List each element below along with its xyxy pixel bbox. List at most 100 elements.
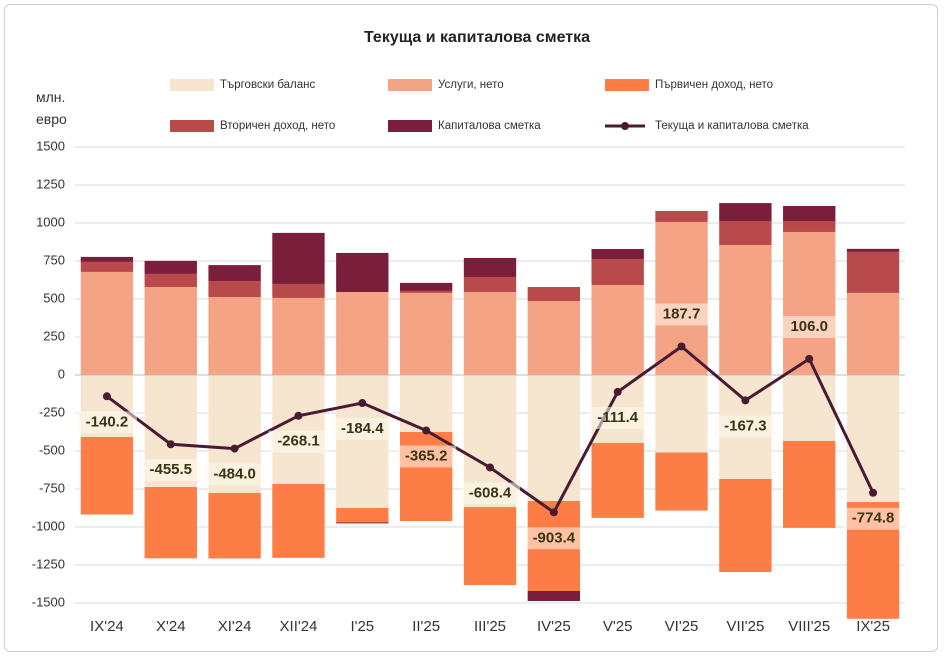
value-label-bg — [396, 445, 457, 468]
value-label: 187.7 — [663, 305, 701, 322]
bar-segment — [80, 271, 134, 375]
x-tick-label: II'25 — [412, 618, 440, 635]
bar-segment — [272, 375, 325, 484]
bar-segment — [463, 292, 517, 375]
legend-label: Вторичен доход, нето — [220, 120, 335, 132]
x-tick-label: VIII'25 — [788, 618, 830, 635]
line-marker — [358, 399, 367, 408]
bar-segment — [272, 297, 325, 375]
bar-segment — [655, 210, 708, 222]
bar-segment — [208, 492, 261, 559]
bar-segment — [336, 508, 389, 522]
value-label-bg — [779, 315, 840, 338]
bar-segment — [144, 273, 197, 287]
x-tick-label: VI'25 — [665, 618, 699, 635]
bar-segment — [336, 521, 389, 524]
bar-segment — [783, 231, 836, 375]
value-label: -268.1 — [277, 433, 320, 450]
x-tick-label: XII'24 — [280, 618, 318, 635]
bar-segment — [591, 442, 644, 518]
line-marker — [422, 426, 431, 435]
bar-segment — [399, 292, 453, 375]
bar-segment — [527, 286, 581, 301]
bar-segment — [272, 232, 325, 284]
bar-segment — [208, 265, 261, 282]
bar-segment — [144, 260, 197, 274]
bar-segment — [399, 282, 453, 291]
chart-title: Текуща и капиталова сметка — [364, 29, 590, 46]
bar-segment — [336, 375, 389, 508]
y-tick-label: -1250 — [32, 556, 65, 571]
value-label-bg — [204, 463, 265, 486]
bar-segment — [527, 375, 581, 502]
bar-segment — [80, 437, 134, 515]
y-tick-label: -500 — [39, 442, 65, 457]
value-label: -184.4 — [341, 420, 384, 437]
bar-segment — [399, 432, 453, 522]
value-label: -140.2 — [86, 413, 129, 430]
bar-segment — [527, 300, 581, 375]
value-label-bg — [843, 507, 904, 530]
bar-segment — [208, 297, 261, 375]
line-marker — [294, 411, 303, 420]
bar-segment — [336, 252, 389, 293]
x-tick-label: I'25 — [350, 618, 374, 635]
line-marker — [486, 463, 494, 472]
bar-segment — [80, 256, 134, 262]
x-tick-label: XI'24 — [218, 618, 252, 635]
value-label-bg — [332, 418, 393, 441]
legend-label: Капиталова сметка — [438, 120, 541, 132]
line-marker — [741, 396, 750, 405]
y-axis-label: млн. евро — [36, 89, 67, 127]
bar-segment — [655, 221, 708, 375]
value-label-bg — [140, 459, 201, 482]
y-tick-label: 0 — [58, 366, 65, 381]
bar-segment — [80, 261, 134, 272]
bar-segment — [144, 487, 197, 559]
bar-segment — [846, 248, 900, 252]
frame — [4, 4, 938, 652]
y-tick-label: 750 — [43, 252, 65, 267]
x-tick-label: IX'24 — [90, 618, 124, 635]
y-tick-label: -750 — [39, 480, 65, 495]
bar-segment — [783, 375, 836, 441]
x-tick-label: III'25 — [474, 618, 506, 635]
line-marker — [805, 354, 814, 363]
bar-segment — [846, 375, 900, 503]
x-tick-label: IX'25 — [856, 618, 890, 635]
line-marker — [613, 387, 622, 396]
bar-segment — [655, 452, 708, 511]
bar-segment — [144, 286, 197, 375]
bar-segment — [719, 203, 772, 222]
bar-segment — [591, 248, 644, 260]
legend-swatch-marker — [621, 122, 629, 130]
y-tick-label: 1500 — [36, 138, 65, 153]
legend-label: Текуща и капиталова сметка — [655, 120, 809, 132]
value-label: -167.3 — [724, 417, 767, 434]
legend-swatch — [388, 120, 432, 132]
value-label: -111.4 — [597, 409, 639, 426]
y-tick-label: -1500 — [32, 594, 65, 609]
bar-segment — [591, 285, 644, 375]
bar-segment — [336, 292, 389, 375]
y-tick-label: 250 — [43, 328, 65, 343]
bar-segment — [463, 257, 517, 277]
value-label-bg — [76, 411, 137, 434]
value-label: -484.0 — [213, 466, 256, 483]
bar-segment — [719, 221, 772, 246]
bar-segment — [655, 375, 708, 453]
bar-segment — [272, 283, 325, 298]
line-marker — [166, 440, 175, 449]
line-marker — [677, 342, 686, 351]
y-tick-label: -250 — [39, 404, 65, 419]
x-tick-label: V'25 — [603, 618, 633, 635]
value-label-bg — [651, 303, 712, 326]
bar-segment — [591, 259, 644, 286]
value-label: -903.4 — [533, 529, 576, 546]
legend-label: Услуги, нето — [438, 79, 504, 91]
line-marker — [869, 488, 878, 497]
bar-segment — [846, 251, 900, 293]
value-label: -774.8 — [852, 510, 895, 527]
y-tick-label: -1000 — [32, 518, 65, 533]
